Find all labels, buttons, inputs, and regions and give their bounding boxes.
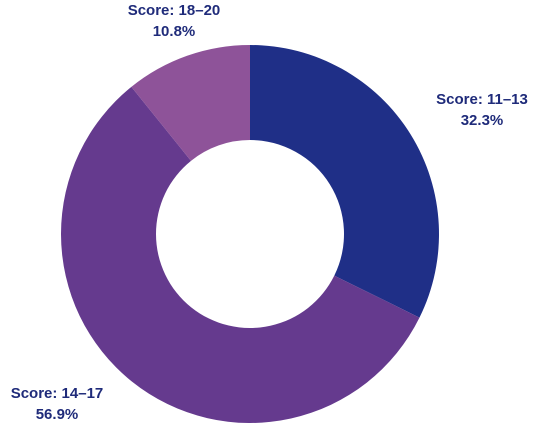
donut-slice-2 bbox=[60, 86, 420, 423]
slice-value-label-2: 56.9% bbox=[36, 406, 79, 423]
slice-label-1: Score: 11–13 bbox=[436, 91, 528, 108]
donut-slice-1 bbox=[250, 45, 439, 318]
slice-labels: Score: 11–13 32.3% Score: 14–17 56.9% Score:… bbox=[11, 2, 528, 423]
donut-slice-3 bbox=[131, 45, 250, 161]
donut-slices bbox=[60, 45, 439, 423]
slice-value-label-1: 32.3% bbox=[461, 112, 504, 129]
slice-label-3: Score: 18–20 bbox=[128, 2, 221, 19]
slice-value-label-3: 10.8% bbox=[153, 23, 196, 40]
slice-label-2: Score: 14–17 bbox=[11, 385, 104, 402]
